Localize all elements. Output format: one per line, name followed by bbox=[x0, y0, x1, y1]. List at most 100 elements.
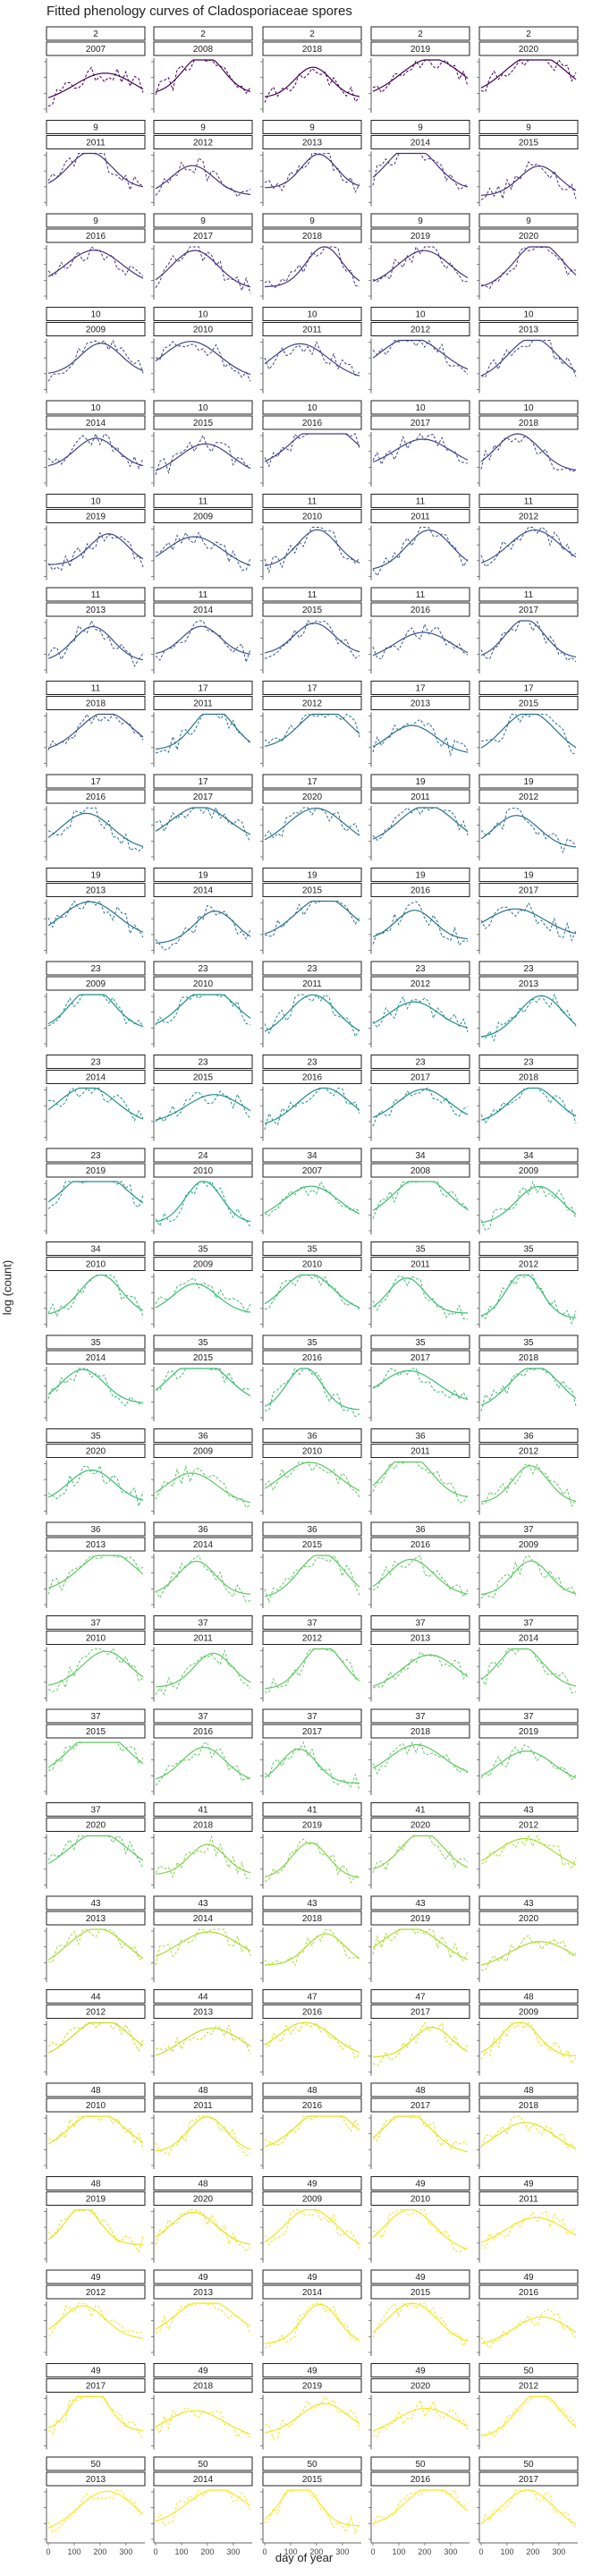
facet-label-site: 36 bbox=[198, 1432, 208, 1442]
facet-panel: 36 2016 bbox=[368, 1521, 470, 1608]
fitted-curve bbox=[47, 533, 144, 565]
observed-curve bbox=[372, 433, 469, 466]
fitted-curve bbox=[155, 59, 251, 93]
facet-label-year: 2009 bbox=[519, 2008, 539, 2018]
observed-curve bbox=[155, 434, 251, 476]
fitted-curve bbox=[264, 623, 360, 654]
observed-curve bbox=[155, 2302, 251, 2335]
facet-label-site: 2 bbox=[418, 30, 423, 39]
facet-label-site: 37 bbox=[90, 1712, 101, 1722]
fitted-curve bbox=[372, 1835, 469, 1870]
facet-label-year: 2014 bbox=[193, 886, 214, 896]
facet-label-site: 49 bbox=[415, 2273, 426, 2283]
facet-label-year: 2013 bbox=[86, 2475, 106, 2485]
facet-label-year: 2019 bbox=[411, 1914, 431, 1924]
facet-panel: 43 2014 bbox=[151, 1895, 253, 1982]
observed-curve bbox=[47, 1181, 144, 1209]
fitted-curve bbox=[480, 2316, 577, 2344]
facet-panel: 19 2014 bbox=[151, 868, 253, 954]
facet-strip-site bbox=[478, 26, 579, 41]
facet-strip-site bbox=[370, 1428, 470, 1443]
facet-strip-site bbox=[46, 2082, 146, 2097]
facet-strip-site bbox=[153, 400, 253, 415]
facet-strip-site bbox=[46, 961, 146, 976]
observed-curve bbox=[264, 900, 360, 937]
facet-strip-site bbox=[46, 1241, 146, 1256]
observed-curve bbox=[480, 2489, 577, 2527]
facet-label-site: 10 bbox=[198, 403, 208, 413]
facet-panel: 19 2011 bbox=[368, 774, 470, 860]
facet-strip-site bbox=[370, 2082, 470, 2097]
facet-label-year: 2014 bbox=[302, 2288, 323, 2298]
facet-strip-site bbox=[262, 1521, 362, 1537]
facet-strip-site bbox=[46, 774, 146, 789]
facet-label-year: 2012 bbox=[86, 2288, 106, 2298]
facet-strip-year bbox=[478, 135, 579, 149]
fitted-curve bbox=[47, 1368, 144, 1403]
facet-panel: 9 2012 bbox=[151, 120, 253, 207]
facet-strip-site bbox=[262, 587, 362, 602]
facet-strip-site bbox=[478, 2456, 579, 2471]
facet-label-site: 9 bbox=[93, 216, 98, 226]
facet-label-year: 2012 bbox=[519, 1447, 539, 1457]
facet-label-site: 17 bbox=[198, 777, 208, 787]
facet-label-year: 2020 bbox=[519, 45, 539, 55]
facet-label-year: 2019 bbox=[86, 1166, 106, 1176]
facet-strip-site bbox=[46, 1708, 146, 1724]
fitted-curve bbox=[264, 1368, 360, 1411]
observed-curve bbox=[155, 59, 251, 96]
observed-curve bbox=[155, 1555, 251, 1603]
fitted-curve bbox=[47, 2305, 144, 2339]
facet-strip-site bbox=[46, 1989, 146, 2004]
facet-label-year: 2014 bbox=[86, 1073, 106, 1083]
facet-label-year: 2011 bbox=[86, 139, 106, 148]
facet-strip-year bbox=[370, 1350, 470, 1365]
fitted-curve bbox=[155, 443, 251, 471]
facet-label-site: 47 bbox=[415, 1993, 426, 2003]
facet-label-year: 2014 bbox=[519, 1634, 539, 1644]
facet-panel: 37 2020 bbox=[44, 1802, 146, 1889]
facet-label-year: 2019 bbox=[411, 45, 431, 55]
facet-label-year: 2015 bbox=[411, 2288, 431, 2298]
facet-strip-site bbox=[262, 1148, 362, 1163]
facet-panel: 44 2012 bbox=[44, 1989, 146, 2076]
facet-strip-year bbox=[153, 2004, 253, 2019]
facet-label-site: 17 bbox=[90, 777, 101, 787]
facet-strip-year bbox=[46, 1818, 146, 1832]
facet-strip-year bbox=[478, 976, 579, 991]
observed-curve bbox=[372, 1368, 469, 1401]
facet-panel: 48 2019 bbox=[44, 2176, 146, 2263]
facet-label-site: 9 bbox=[526, 123, 531, 133]
facet-label-site: 48 bbox=[523, 2086, 534, 2096]
facet-label-site: 23 bbox=[523, 1058, 534, 1068]
facet-strip-year bbox=[153, 509, 253, 523]
observed-curve bbox=[372, 2302, 469, 2348]
facet-strip-site bbox=[46, 1148, 146, 1163]
facet-panel: 49 2011 bbox=[477, 2176, 579, 2263]
facet-panel: 17 2015 bbox=[477, 681, 579, 767]
observed-curve bbox=[480, 902, 577, 942]
facet-label-site: 43 bbox=[523, 1899, 534, 1909]
fitted-curve bbox=[264, 1087, 360, 1124]
observed-curve bbox=[372, 1087, 469, 1127]
facet-label-year: 2011 bbox=[411, 792, 430, 802]
facet-strip-year bbox=[370, 1070, 470, 1084]
facet-strip-site bbox=[153, 26, 253, 41]
facet-strip-year bbox=[153, 1818, 253, 1832]
facet-strip-year bbox=[262, 696, 362, 710]
facet-panel: 11 2010 bbox=[260, 494, 362, 580]
facet-label-year: 2009 bbox=[86, 979, 106, 989]
facet-strip-year bbox=[262, 135, 362, 149]
x-tick-label: 0 bbox=[153, 2547, 157, 2556]
facet-panel: 35 2012 bbox=[477, 1241, 579, 1328]
facet-label-year: 2012 bbox=[302, 699, 323, 709]
facet-panel: 9 2014 bbox=[368, 120, 470, 207]
facet-panel: 50 2016 0 100 200 300 bbox=[368, 2456, 470, 2556]
fitted-curve bbox=[480, 2021, 577, 2057]
facet-strip-year bbox=[370, 228, 470, 243]
facet-label-site: 24 bbox=[198, 1151, 208, 1161]
facet-strip-year bbox=[478, 322, 579, 336]
fitted-curve bbox=[155, 1181, 251, 1223]
facet-label-site: 43 bbox=[415, 1899, 426, 1909]
fitted-curve bbox=[264, 1748, 360, 1784]
